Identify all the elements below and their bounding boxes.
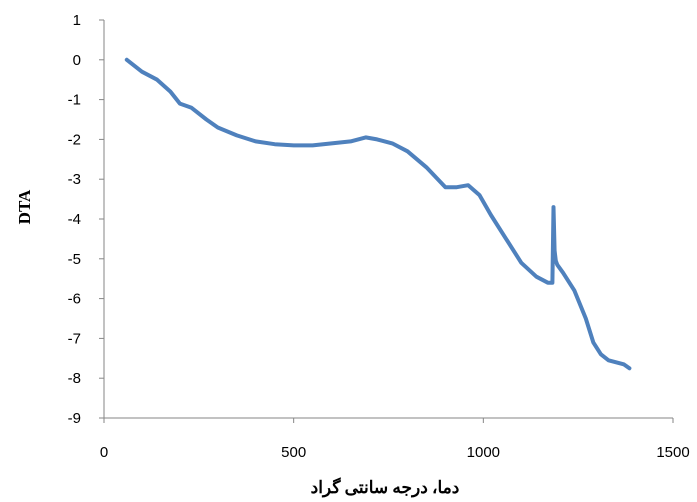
y-tick-label: -3	[68, 171, 81, 188]
y-tick-label: 0	[73, 52, 81, 69]
x-tick-label: 1500	[656, 444, 689, 461]
x-tick-label: 500	[281, 444, 306, 461]
y-tick-label: -5	[68, 251, 81, 268]
y-axis-title: DTA	[15, 189, 34, 224]
plot-area	[124, 57, 632, 371]
x-axis-title: دما، درجه سانتی گراد	[311, 477, 460, 498]
y-tick-label: -1	[68, 92, 81, 109]
y-tick-label: -9	[68, 410, 81, 427]
y-tick-label: -6	[68, 291, 81, 308]
axes: 1 0 -1 -2 -3 -4 -5 -6 -7 -8 -9 0 500 1000 1500	[68, 12, 690, 461]
y-tick-label: -2	[68, 131, 81, 148]
y-tick-label: -7	[68, 330, 81, 347]
y-tick-label: 1	[73, 12, 81, 29]
series-line	[124, 57, 632, 371]
x-tick-label: 1000	[467, 444, 500, 461]
y-tick-label: -4	[68, 211, 81, 228]
y-tick-label: -8	[68, 370, 81, 387]
x-tick-label: 0	[100, 444, 108, 461]
